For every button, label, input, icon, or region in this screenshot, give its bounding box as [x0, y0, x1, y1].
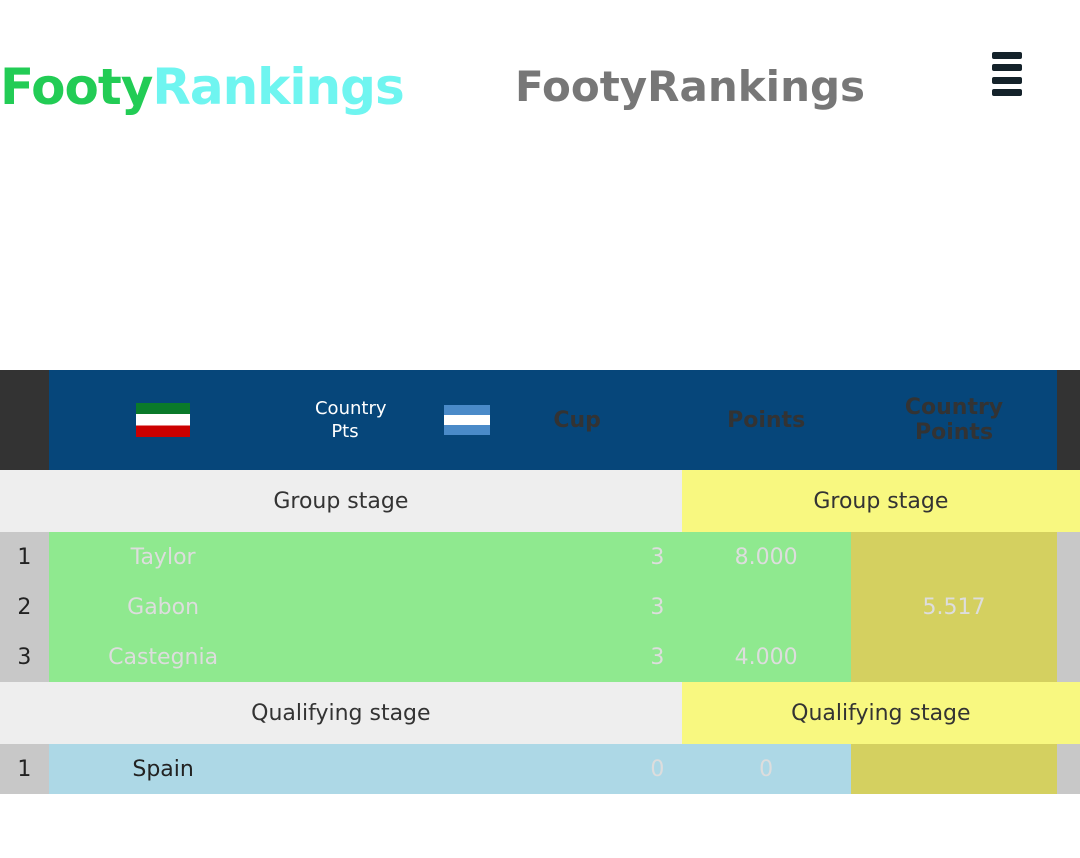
- flag-header: [412, 370, 522, 470]
- table-row[interactable]: 1 Spain 0 0: [0, 744, 1080, 794]
- rank-header: [0, 370, 49, 470]
- table-row[interactable]: 3 Castegnia 3 4.000: [0, 632, 1080, 682]
- logo-secondary: FootyRankings: [515, 62, 866, 111]
- cup-header: Cup: [521, 370, 633, 470]
- team2-header: [632, 370, 682, 470]
- table-row[interactable]: 1 Taylor 3 8.000: [0, 532, 1080, 582]
- rankings-table: Country Pts Cup Points Country Points Gro…: [0, 370, 1080, 794]
- country-points-header: Country Points: [850, 370, 1058, 470]
- hamburger-icon[interactable]: [992, 52, 1022, 96]
- points-header: Points: [681, 370, 851, 470]
- extra-header: [1057, 370, 1080, 470]
- country-pts-label: Country Pts: [314, 397, 387, 442]
- group-row: Group stage Group stage: [0, 470, 1080, 532]
- table-row[interactable]: 2 Gabon 3 5.517: [0, 582, 1080, 632]
- logo[interactable]: FootyRankings: [0, 58, 405, 116]
- team-header: [48, 370, 278, 470]
- flag-icon: [136, 403, 191, 437]
- country-header: Country Pts: [277, 370, 413, 470]
- flag-icon: [443, 405, 490, 435]
- group-row: Qualifying stage Qualifying stage: [0, 682, 1080, 744]
